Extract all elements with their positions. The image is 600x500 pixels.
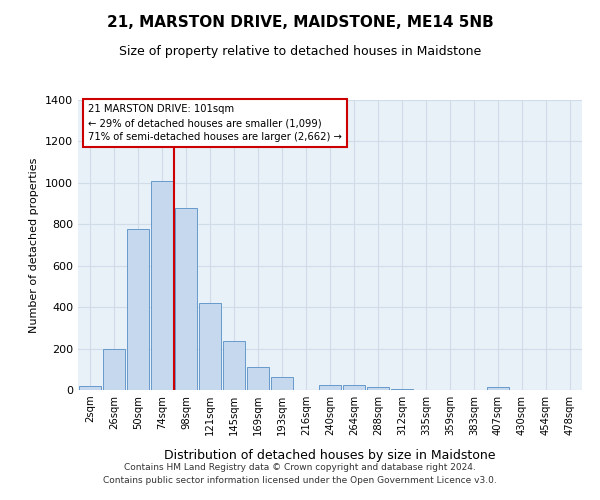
Text: 21 MARSTON DRIVE: 101sqm
← 29% of detached houses are smaller (1,099)
71% of sem: 21 MARSTON DRIVE: 101sqm ← 29% of detach… [88, 104, 342, 142]
Bar [247, 367, 269, 390]
Bar [319, 385, 341, 390]
X-axis label: Distribution of detached houses by size in Maidstone: Distribution of detached houses by size … [164, 449, 496, 462]
Y-axis label: Number of detached properties: Number of detached properties [29, 158, 40, 332]
Text: Contains HM Land Registry data © Crown copyright and database right 2024.
Contai: Contains HM Land Registry data © Crown c… [103, 464, 497, 485]
Text: Size of property relative to detached houses in Maidstone: Size of property relative to detached ho… [119, 45, 481, 58]
Bar [487, 387, 509, 390]
Bar [367, 387, 389, 390]
Bar [391, 389, 413, 390]
Bar [223, 342, 245, 390]
Bar [271, 376, 293, 390]
Bar [103, 348, 125, 390]
Bar [127, 230, 149, 390]
Bar [79, 386, 101, 390]
Bar [343, 385, 365, 390]
Bar [175, 208, 197, 390]
Bar [199, 303, 221, 390]
Text: 21, MARSTON DRIVE, MAIDSTONE, ME14 5NB: 21, MARSTON DRIVE, MAIDSTONE, ME14 5NB [107, 15, 493, 30]
Bar [151, 181, 173, 390]
